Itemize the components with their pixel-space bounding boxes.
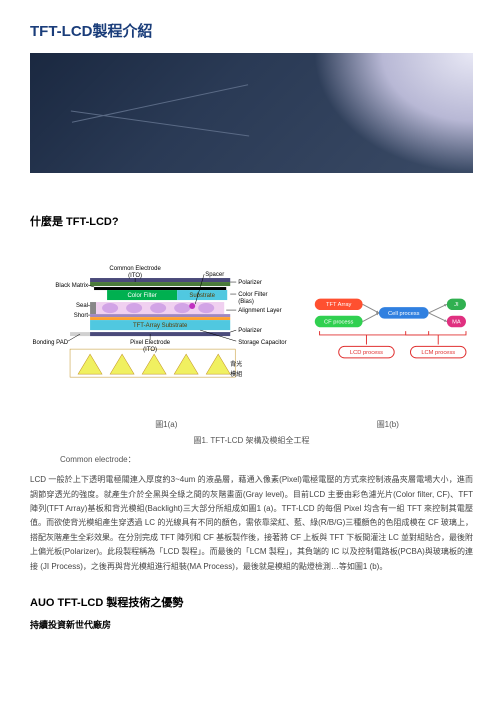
diagram-1a: Color Filter Substrate TFT-Array Substrate… bbox=[30, 254, 290, 409]
caption-1b: 圖1(b) bbox=[303, 419, 473, 430]
caption-1a: 圖1(a) bbox=[30, 419, 303, 430]
svg-text:Bonding PAD: Bonding PAD bbox=[32, 340, 68, 346]
svg-text:Color Filter: Color Filter bbox=[127, 293, 156, 299]
svg-text:Color Filter: Color Filter bbox=[238, 292, 267, 298]
svg-text:Spacer: Spacer bbox=[205, 272, 224, 278]
svg-text:(ITO): (ITO) bbox=[143, 347, 157, 353]
svg-text:JI: JI bbox=[454, 302, 459, 308]
subsection-heading: 持續投資新世代廠房 bbox=[30, 618, 473, 631]
diagram-row: Color Filter Substrate TFT-Array Substrate… bbox=[30, 254, 473, 409]
svg-text:Polarizer: Polarizer bbox=[238, 328, 262, 334]
svg-text:Pixel Electrode: Pixel Electrode bbox=[130, 340, 171, 346]
page-title: TFT-LCD製程介紹 bbox=[30, 20, 473, 41]
svg-text:背光: 背光 bbox=[230, 360, 242, 368]
svg-text:Cell process: Cell process bbox=[388, 310, 420, 316]
svg-text:Alignment Layer: Alignment Layer bbox=[238, 308, 281, 314]
svg-text:Common Electrode: Common Electrode bbox=[109, 266, 161, 272]
body-paragraph: LCD 一般於上下透明電極關連入厚度約3~4um 的液晶層，藉通入像素(Pixe… bbox=[30, 473, 473, 574]
svg-text:Black Matrix: Black Matrix bbox=[55, 283, 88, 289]
section-1-heading: 什麼是 TFT-LCD? bbox=[30, 213, 473, 229]
svg-text:Short: Short bbox=[74, 313, 89, 319]
svg-text:MA: MA bbox=[452, 319, 461, 325]
section-2-heading: AUO TFT-LCD 製程技術之優勢 bbox=[30, 594, 473, 610]
svg-text:(Bias): (Bias) bbox=[238, 299, 254, 305]
svg-text:Seal: Seal bbox=[76, 303, 88, 309]
svg-text:模組: 模組 bbox=[230, 370, 242, 378]
svg-text:TFT-Array Substrate: TFT-Array Substrate bbox=[133, 323, 188, 329]
svg-text:Storage Capacitor: Storage Capacitor bbox=[238, 340, 286, 346]
caption-row: 圖1(a) 圖1(b) bbox=[30, 419, 473, 430]
svg-text:LCM process: LCM process bbox=[422, 350, 456, 356]
svg-text:(ITO): (ITO) bbox=[128, 273, 142, 279]
svg-text:Polarizer: Polarizer bbox=[238, 280, 262, 286]
hero-image bbox=[30, 53, 473, 173]
svg-text:TFT Array: TFT Array bbox=[326, 302, 352, 308]
svg-text:LCD process: LCD process bbox=[350, 350, 383, 356]
svg-text:Substrate: Substrate bbox=[189, 293, 215, 299]
svg-text:CF process: CF process bbox=[324, 319, 353, 325]
diagram-1b: TFT Array CF process Cell process JI MA LCD p… bbox=[310, 289, 473, 375]
figure-title: 圖1. TFT-LCD 架構及模組全工程 bbox=[30, 435, 473, 446]
common-electrode-label: Common electrode： bbox=[60, 454, 473, 465]
